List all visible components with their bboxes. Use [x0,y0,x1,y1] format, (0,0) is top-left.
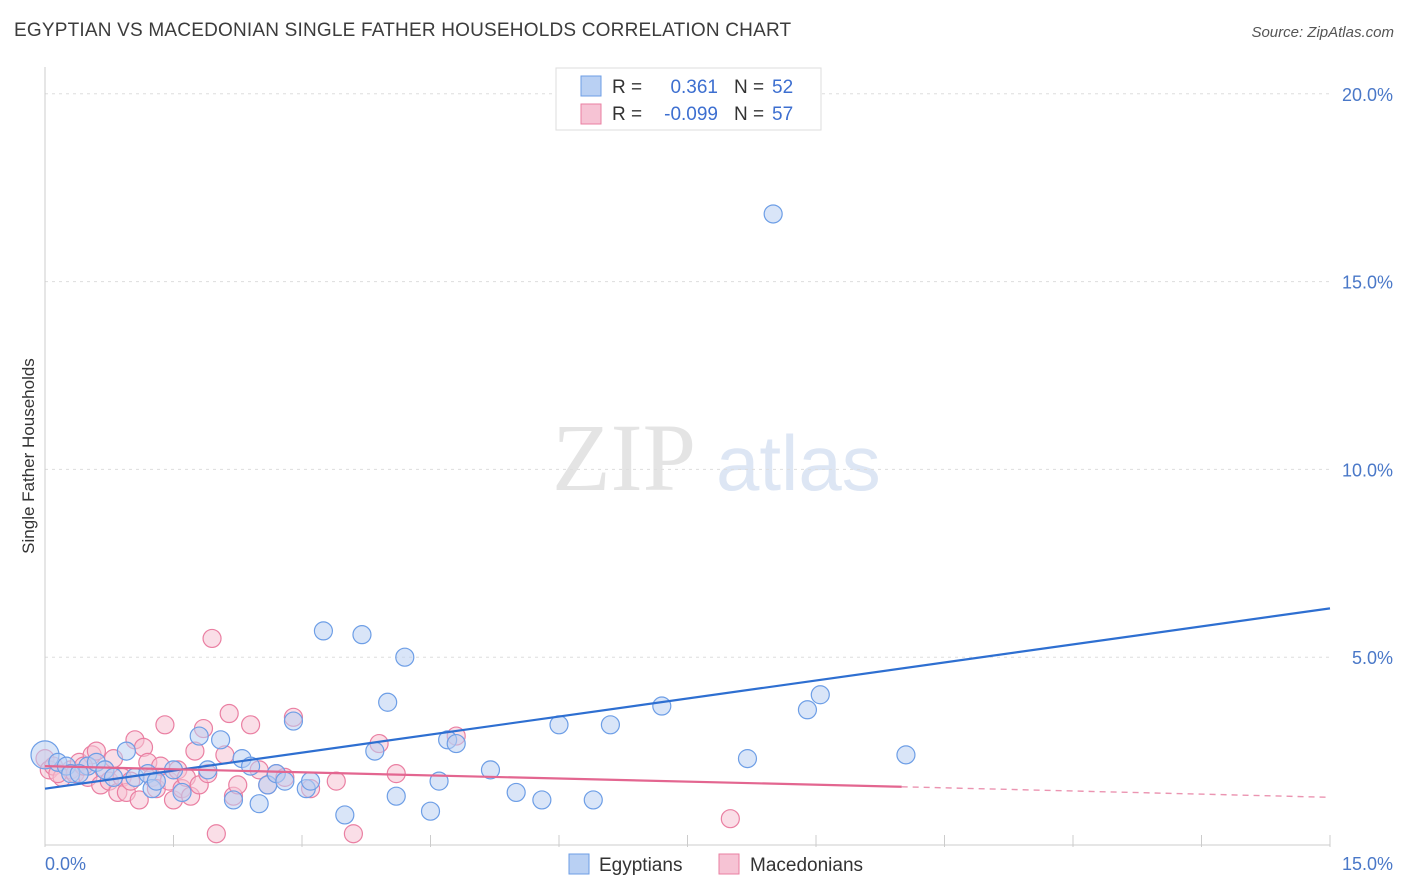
bottom-legend-swatch-macedonians [718,853,740,875]
egyptian-point-46 [763,204,783,224]
egyptian-point-14 [189,726,209,746]
legend-r-value-egyptians: 0.361 [670,77,718,98]
legend-n-value-macedonians: 57 [772,104,793,125]
egyptian-point-43 [600,715,621,735]
egyptian-point-37 [446,733,466,754]
egyptian-point-32 [386,786,406,806]
egyptian-point-34 [420,801,441,821]
egyptian-point-40 [532,790,552,810]
watermark-atlas: atlas [716,419,881,507]
bottom-legend-swatch-egyptians [568,853,590,875]
egyptian-point-38 [480,760,501,780]
egyptian-point-20 [249,794,269,814]
gridlines [45,93,1330,658]
egyptian-point-17 [223,790,244,810]
macedonian-point-19 [129,790,149,810]
x-tick-label-0: 0.0% [45,854,86,874]
egyptian-point-44 [652,696,672,716]
egyptian-point-39 [506,782,526,803]
macedonian-point-52 [720,809,740,829]
x-tick-label-1: 15.0% [1342,854,1393,874]
y-tick-label-3: 20.0% [1342,85,1393,105]
x-tick-labels: 0.0% 15.0% [45,854,1393,874]
legend-n-value-egyptians: 52 [772,77,793,98]
bottom-legend-egyptians: Egyptians [599,855,682,876]
chart-title: EGYPTIAN VS MACEDONIAN SINGLE FATHER HOU… [14,20,792,41]
watermark-zip: ZIP [552,404,696,511]
y-axis-title: Single Father Households [19,358,38,554]
egyptian-point-23 [275,771,295,791]
bottom-legend: Egyptians Macedonians [568,853,863,876]
y-tick-labels: 5.0% 10.0% 15.0% 20.0% [1342,85,1393,668]
egyptian-point-8 [116,741,136,761]
egyptian-point-51 [69,764,89,784]
legend-r-label-egyptians: R = [612,77,642,98]
legend-r-value-macedonians: -0.099 [664,104,718,125]
y-tick-label-2: 15.0% [1342,273,1393,293]
egyptian-point-24 [283,711,304,731]
legend-swatch-macedonians [580,103,602,125]
macedonian-point-36 [206,824,226,844]
egyptian-point-26 [300,771,321,791]
bottom-legend-macedonians: Macedonians [750,855,863,876]
legend-n-label-macedonians: N = [734,104,764,125]
egyptian-point-48 [810,685,830,705]
trend-lines [44,607,1331,798]
axes [44,67,1331,847]
macedonian-point-40 [241,715,261,735]
egyptian-point-13 [172,782,192,803]
macedonian-point-24 [155,715,175,735]
macedonians-trend-line [44,765,902,788]
egyptian-point-30 [365,741,385,761]
source-credit: Source: ZipAtlas.com [1251,24,1394,41]
legend-n-label-egyptians: N = [734,77,764,98]
legend-r-label-macedonians: R = [612,104,642,125]
watermark: ZIP atlas [552,404,881,511]
egyptian-point-47 [797,700,818,720]
legend-swatch-egyptians [580,75,602,97]
top-legend: R = 0.361 N = 52 R = -0.099 N = 57 [555,67,822,131]
egyptian-point-16 [211,730,231,750]
macedonians-trend-extension [901,786,1331,798]
macedonian-point-47 [326,771,346,791]
egyptian-point-45 [737,749,758,769]
macedonian-point-48 [343,824,363,844]
y-tick-label-0: 5.0% [1352,648,1393,668]
egyptian-point-42 [583,790,603,810]
egyptian-point-49 [896,745,916,765]
macedonians-points [35,628,740,844]
y-tick-label-1: 10.0% [1342,460,1393,480]
egyptian-point-29 [352,625,372,645]
egyptian-point-33 [395,647,415,667]
macedonian-point-38 [219,703,239,724]
egyptian-point-27 [313,621,334,641]
egyptian-point-31 [378,692,398,712]
egyptians-trend-line [44,607,1331,790]
macedonian-point-35 [202,628,222,649]
egyptian-point-28 [335,805,355,825]
